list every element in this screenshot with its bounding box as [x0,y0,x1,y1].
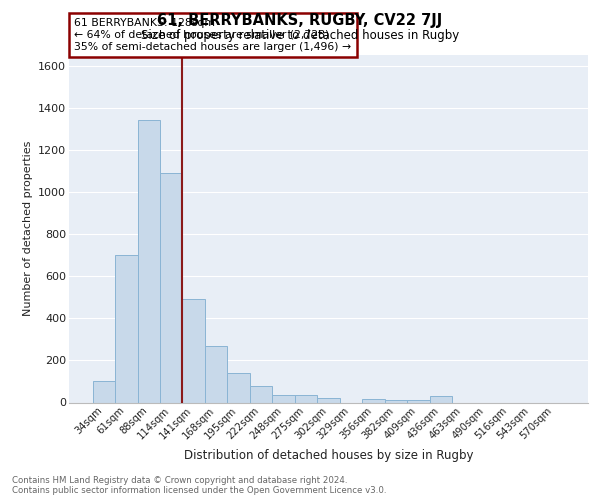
Bar [137,120,160,402]
Bar [160,173,182,402]
Text: 61, BERRYBANKS, RUGBY, CV22 7JJ: 61, BERRYBANKS, RUGBY, CV22 7JJ [157,12,443,28]
Bar [407,400,430,402]
Bar [205,346,227,403]
Bar [250,386,272,402]
Bar [362,400,385,402]
Bar [385,400,407,402]
Text: 61 BERRYBANKS: 128sqm
← 64% of detached houses are smaller (2,728)
35% of semi-d: 61 BERRYBANKS: 128sqm ← 64% of detached … [74,18,352,52]
Bar [317,398,340,402]
Y-axis label: Number of detached properties: Number of detached properties [23,141,32,316]
Bar [430,396,452,402]
Bar [227,373,250,402]
Bar [182,300,205,403]
Bar [272,395,295,402]
Bar [295,395,317,402]
Text: Contains HM Land Registry data © Crown copyright and database right 2024.
Contai: Contains HM Land Registry data © Crown c… [12,476,386,495]
X-axis label: Distribution of detached houses by size in Rugby: Distribution of detached houses by size … [184,449,473,462]
Text: Size of property relative to detached houses in Rugby: Size of property relative to detached ho… [141,29,459,42]
Bar [92,382,115,402]
Bar [115,255,137,402]
